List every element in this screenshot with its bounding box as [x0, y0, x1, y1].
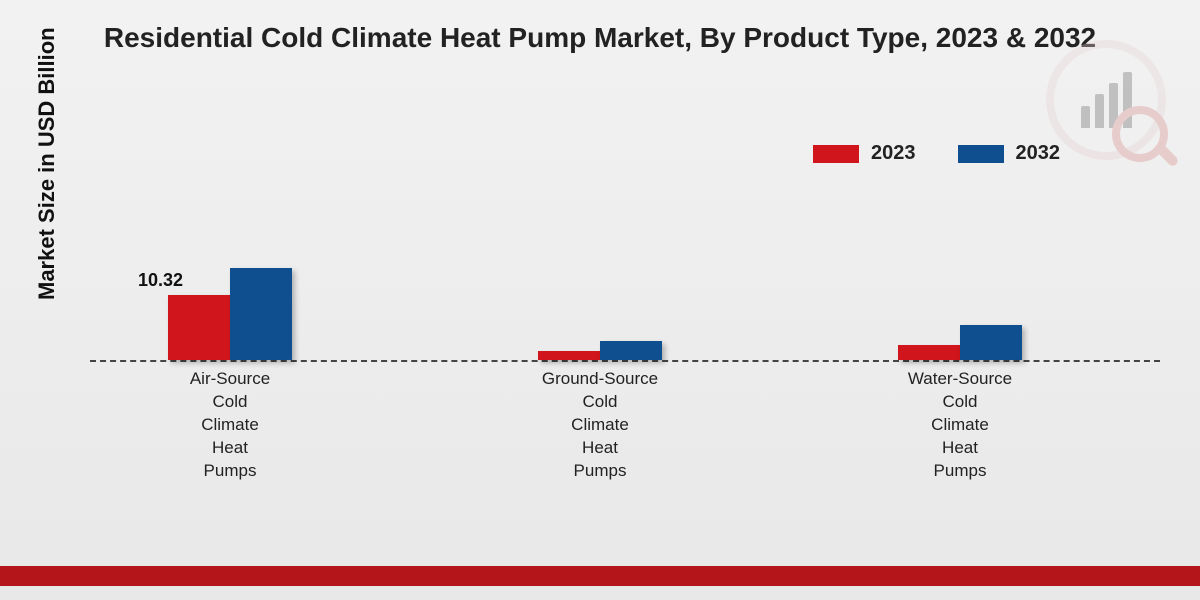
footer-accent-bar: [0, 566, 1200, 586]
bar: [600, 341, 662, 360]
bar: [538, 351, 600, 360]
bar-group: Ground-Source Cold Climate Heat Pumps: [490, 130, 710, 530]
category-label: Water-Source Cold Climate Heat Pumps: [908, 368, 1012, 483]
bar: [960, 325, 1022, 360]
bar-group: 10.32Air-Source Cold Climate Heat Pumps: [120, 130, 340, 530]
category-label: Air-Source Cold Climate Heat Pumps: [190, 368, 270, 483]
category-label: Ground-Source Cold Climate Heat Pumps: [542, 368, 658, 483]
chart-title: Residential Cold Climate Heat Pump Marke…: [0, 22, 1200, 54]
bar: [898, 345, 960, 360]
bar-group: Water-Source Cold Climate Heat Pumps: [850, 130, 1070, 530]
bar: [230, 268, 292, 360]
bar: [168, 295, 230, 360]
plot-area: 2023 2032 10.32Air-Source Cold Climate H…: [90, 130, 1160, 530]
y-axis-label: Market Size in USD Billion: [34, 27, 60, 300]
